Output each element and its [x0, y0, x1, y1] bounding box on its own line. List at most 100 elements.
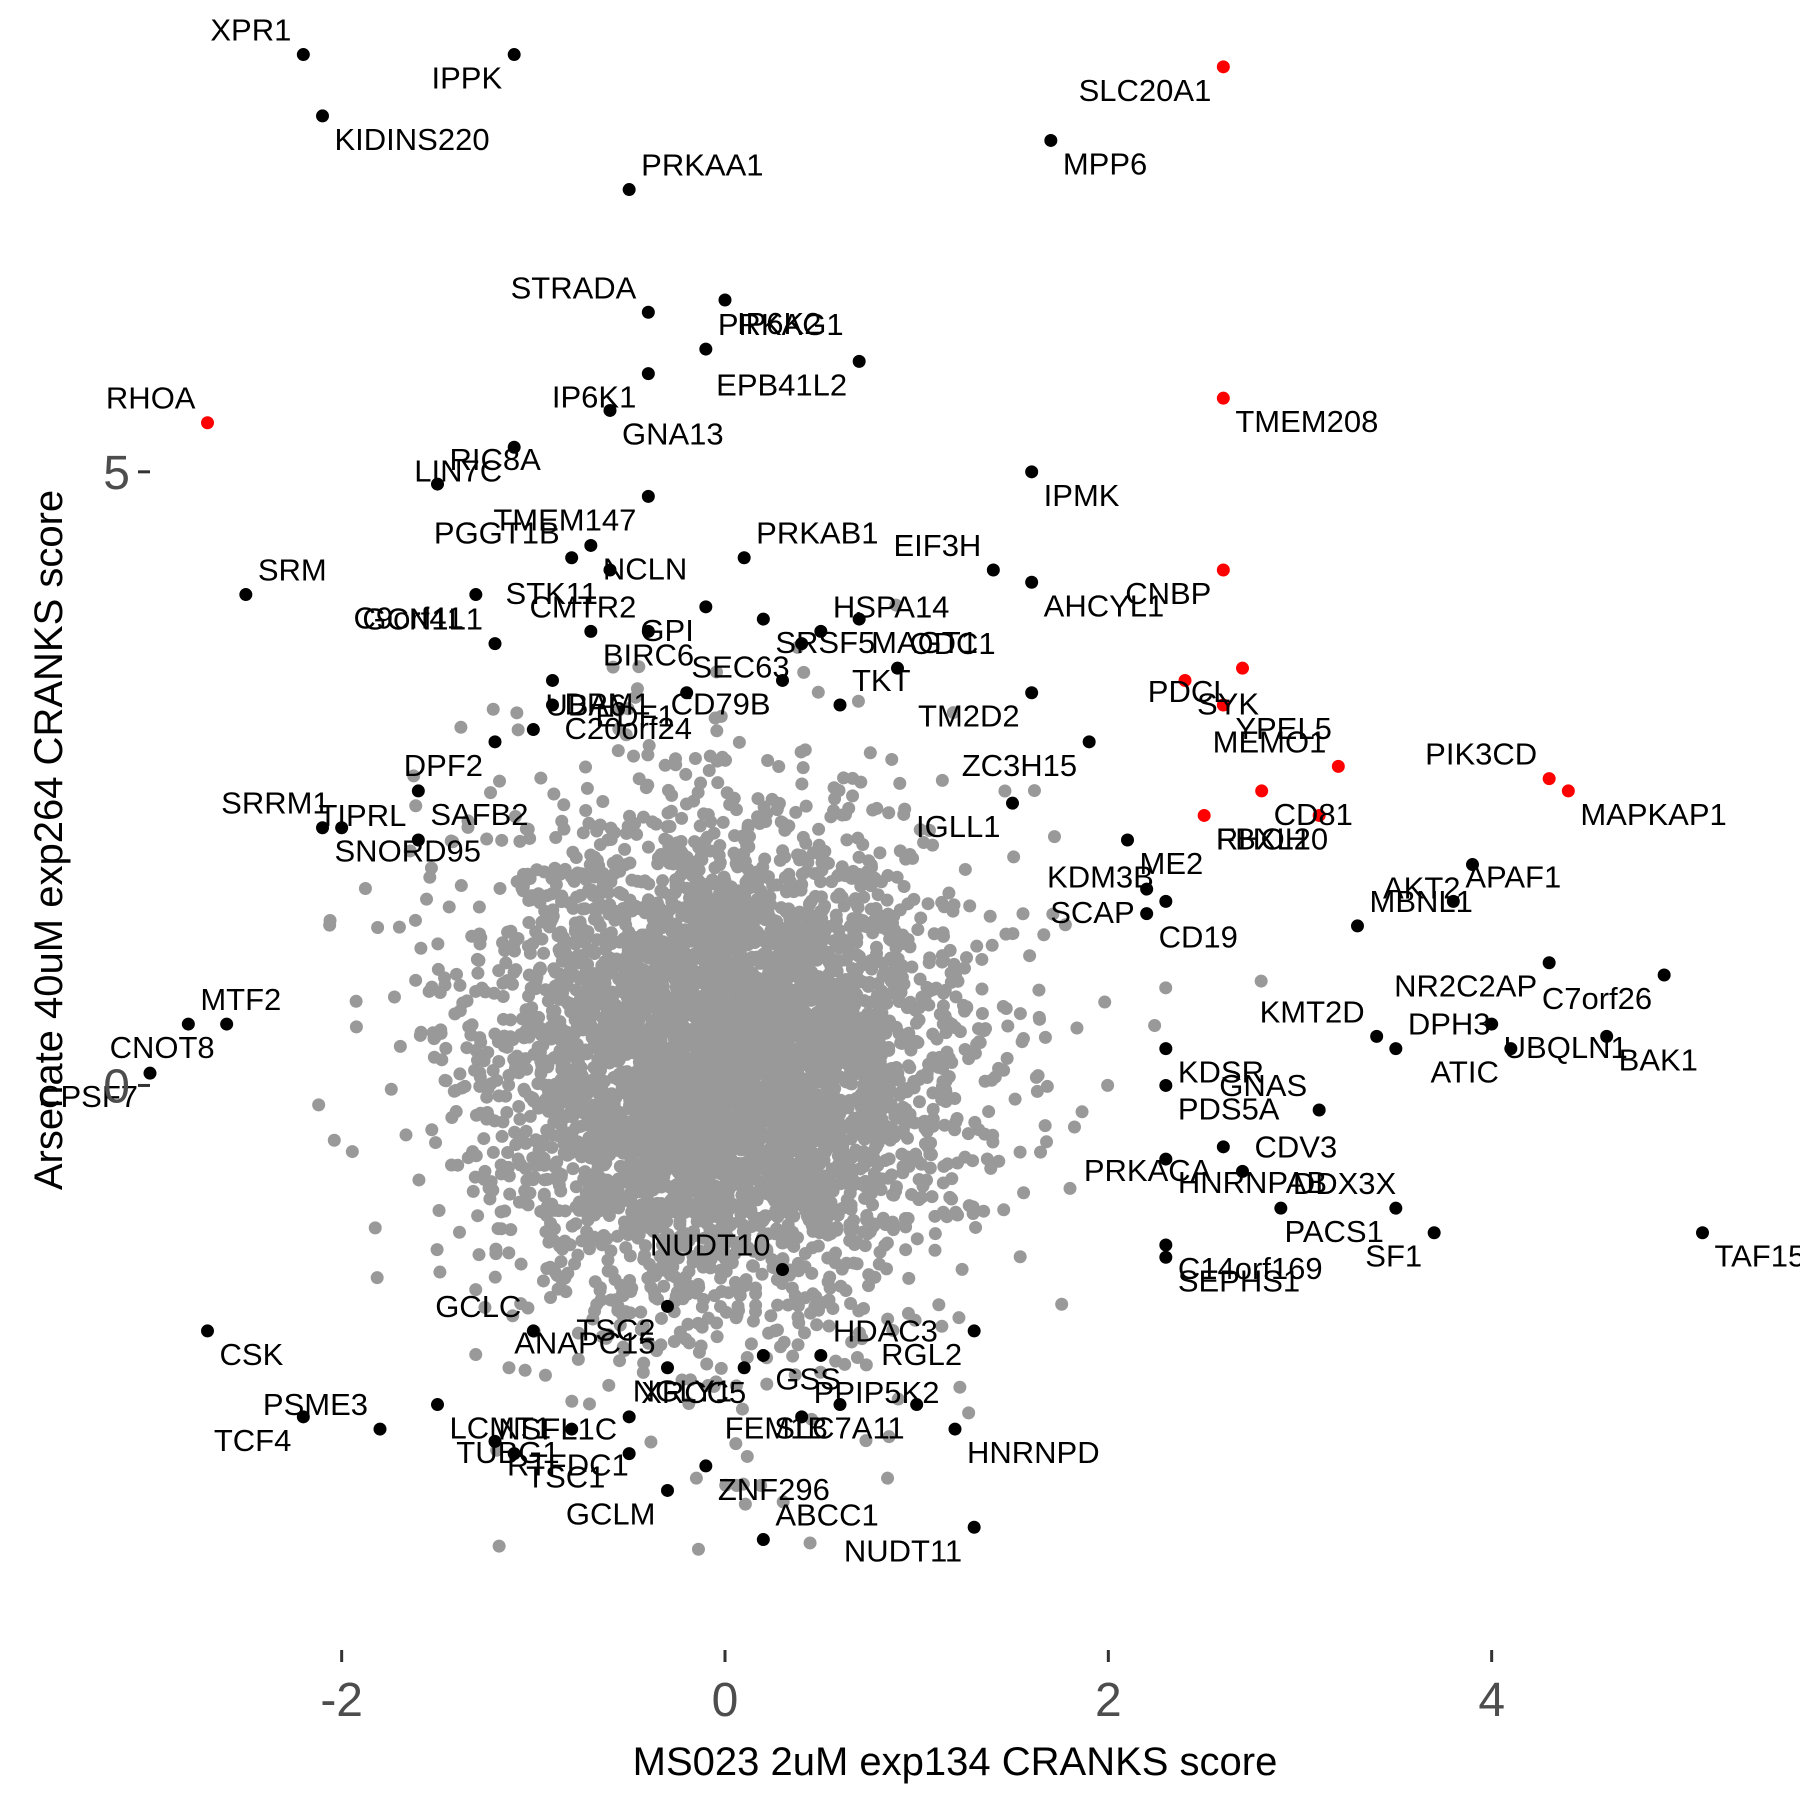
background-point	[983, 909, 997, 923]
background-point	[1034, 1145, 1048, 1159]
background-point	[953, 1380, 967, 1394]
background-point	[433, 985, 447, 999]
background-point	[694, 848, 708, 862]
background-point	[946, 706, 960, 720]
background-point	[758, 889, 772, 903]
background-point	[978, 1074, 992, 1088]
background-point	[553, 1167, 567, 1181]
background-point	[711, 932, 725, 946]
background-point	[678, 1068, 692, 1082]
background-point	[917, 835, 931, 849]
background-point	[469, 984, 483, 998]
background-point	[814, 1005, 828, 1019]
background-point	[501, 1146, 515, 1160]
background-point	[576, 902, 590, 916]
background-point	[986, 1135, 1000, 1149]
background-point	[598, 1009, 612, 1023]
background-point	[714, 1300, 728, 1314]
background-point	[667, 1335, 681, 1349]
background-point	[605, 1125, 619, 1139]
background-point	[760, 1182, 774, 1196]
background-point	[946, 904, 960, 918]
background-point	[576, 826, 590, 840]
background-point	[875, 1172, 889, 1186]
background-point	[662, 965, 676, 979]
background-point	[654, 1016, 668, 1030]
background-point	[832, 1157, 846, 1171]
background-point	[691, 1542, 705, 1556]
background-point	[714, 895, 728, 909]
background-point	[977, 1204, 991, 1218]
background-point	[945, 1017, 959, 1031]
background-point	[516, 1053, 530, 1067]
background-point	[693, 935, 707, 949]
background-point	[503, 1187, 517, 1201]
background-point	[653, 999, 667, 1013]
background-point	[710, 1095, 724, 1109]
background-point	[938, 983, 952, 997]
background-point	[471, 966, 485, 980]
background-point	[812, 1303, 826, 1317]
background-point	[673, 1277, 687, 1291]
background-point	[429, 1136, 443, 1150]
background-point	[700, 1357, 714, 1371]
background-point	[453, 978, 467, 992]
background-point	[540, 1101, 554, 1115]
background-point	[452, 1225, 466, 1239]
background-point	[439, 1041, 453, 1055]
background-point	[729, 803, 743, 817]
background-point	[435, 1053, 449, 1067]
background-point	[781, 1206, 795, 1220]
background-point	[691, 1095, 705, 1109]
background-point	[368, 1221, 382, 1235]
background-point	[445, 1110, 459, 1124]
background-point	[387, 990, 401, 1004]
background-point	[841, 1057, 855, 1071]
background-point	[526, 1173, 540, 1187]
background-point	[1098, 995, 1112, 1009]
background-point	[719, 1155, 733, 1169]
background-point	[601, 1253, 615, 1267]
background-point	[597, 1074, 611, 1088]
background-point	[670, 983, 684, 997]
background-point	[788, 1289, 802, 1303]
background-point	[829, 1246, 843, 1260]
background-point	[504, 924, 518, 938]
background-point	[619, 1305, 633, 1319]
background-point	[1023, 949, 1037, 963]
background-point	[560, 1028, 574, 1042]
background-point	[1040, 1079, 1054, 1093]
background-point	[472, 900, 486, 914]
background-point	[791, 1338, 805, 1352]
background-point	[708, 711, 722, 725]
background-point	[638, 1248, 652, 1262]
background-point	[812, 1091, 826, 1105]
background-point	[722, 1215, 736, 1229]
background-point	[677, 1124, 691, 1138]
background-point	[738, 833, 752, 847]
background-point	[445, 1158, 459, 1172]
background-point	[425, 1123, 439, 1137]
background-point	[859, 1042, 873, 1056]
background-point	[717, 870, 731, 884]
background-point	[798, 980, 812, 994]
background-point	[450, 967, 464, 981]
background-point	[673, 960, 687, 974]
background-point	[816, 1024, 830, 1038]
background-point	[675, 811, 689, 825]
background-point	[966, 1200, 980, 1214]
background-point	[630, 953, 644, 967]
background-point	[693, 885, 707, 899]
background-point	[642, 1336, 656, 1350]
background-point	[744, 1004, 758, 1018]
background-point	[736, 1202, 750, 1216]
background-point	[664, 1147, 678, 1161]
background-point	[882, 1123, 896, 1137]
background-point	[664, 936, 678, 950]
background-point	[408, 913, 422, 927]
background-point	[708, 1289, 722, 1303]
background-point	[794, 1080, 808, 1094]
background-point	[936, 999, 950, 1013]
background-point	[868, 871, 882, 885]
background-point	[651, 851, 665, 865]
